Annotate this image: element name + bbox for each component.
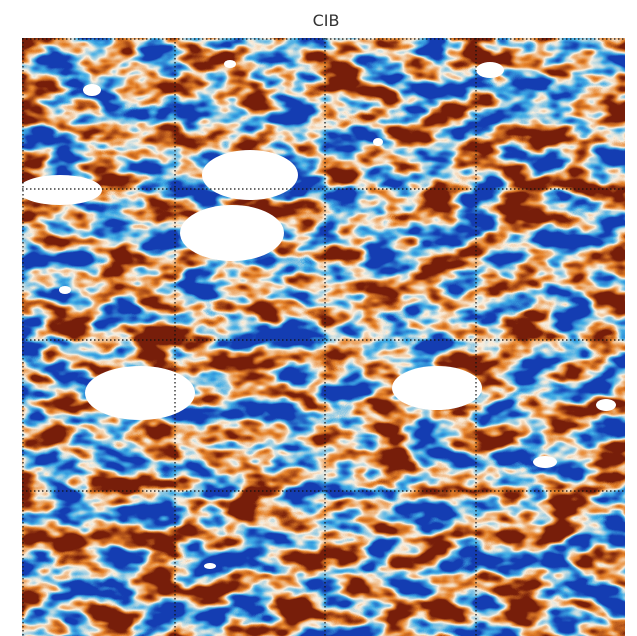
map-title: CIB xyxy=(313,11,340,30)
mask xyxy=(204,563,216,569)
masks xyxy=(22,60,616,569)
cib-field xyxy=(22,38,625,636)
mask xyxy=(59,286,71,294)
mask xyxy=(373,138,383,146)
mask xyxy=(202,150,298,200)
map-area xyxy=(22,38,625,636)
mask xyxy=(83,84,101,96)
graticule xyxy=(22,38,625,636)
mask xyxy=(476,62,504,78)
mask xyxy=(180,205,284,261)
mask xyxy=(224,60,236,68)
mask xyxy=(533,456,557,468)
mask xyxy=(85,366,195,420)
mask xyxy=(392,366,482,410)
mask xyxy=(22,175,102,205)
mask xyxy=(596,399,616,411)
